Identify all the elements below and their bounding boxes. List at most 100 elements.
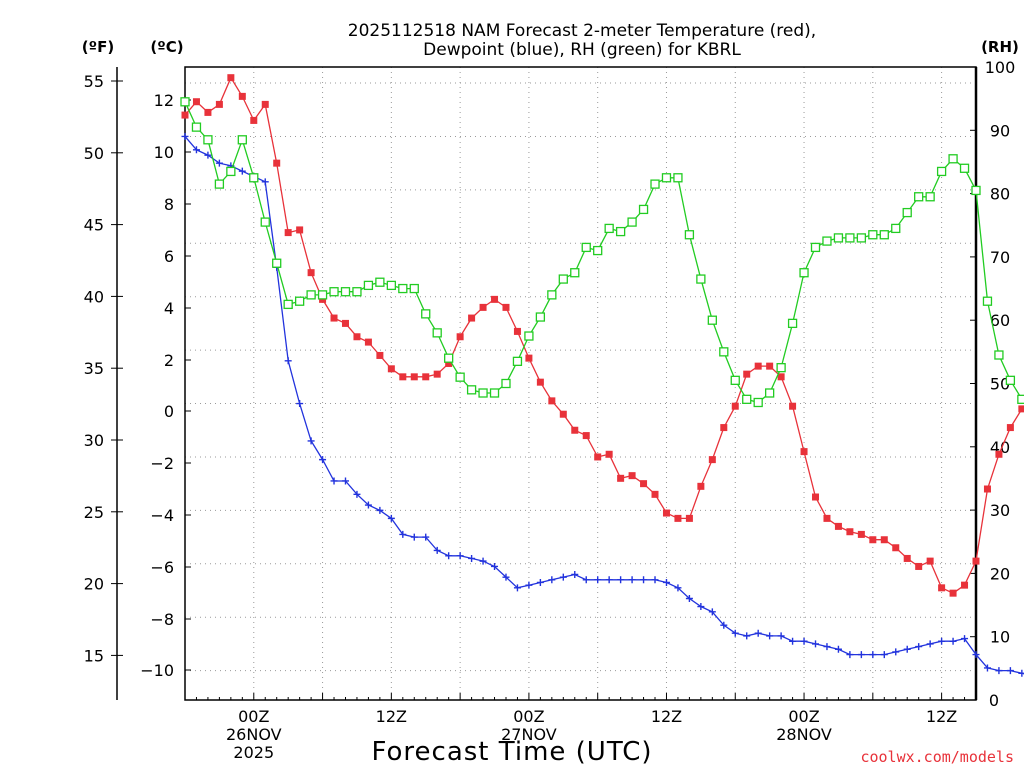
dewpoint-point — [685, 595, 693, 603]
c-tick-label: 10 — [154, 143, 191, 162]
rh-tick-label: 40 — [970, 438, 1010, 457]
rh-point — [294, 296, 305, 306]
dewpoint-point — [869, 651, 877, 659]
dewpoint-point — [857, 651, 865, 659]
credit-text: coolwx.com/models — [860, 748, 1014, 766]
temperature-point — [1018, 405, 1024, 413]
rh-tick-label: 60 — [970, 311, 1010, 330]
rh-point — [936, 166, 947, 177]
rh-point — [914, 192, 924, 202]
temperature-point — [261, 100, 269, 108]
c-tick-label: −8 — [150, 610, 191, 629]
temperature-point — [548, 397, 556, 405]
temperature-point — [995, 450, 1003, 458]
dewpoint-point — [789, 637, 797, 645]
temperature-point — [915, 562, 923, 570]
svg-text:−10: −10 — [140, 661, 174, 680]
rh-tick-label: 20 — [970, 564, 1010, 583]
rh-point — [822, 236, 832, 246]
temperature-point — [972, 557, 980, 565]
temperature-point — [754, 362, 762, 370]
temperature-point — [834, 522, 842, 530]
dewpoint-point — [651, 576, 659, 584]
dewpoint-point — [697, 603, 705, 611]
dewpoint-point — [1006, 667, 1014, 675]
temperature-point — [181, 111, 189, 119]
rh-point — [191, 122, 202, 132]
dewpoint-point — [674, 584, 682, 592]
rh-point — [547, 290, 557, 300]
rh-point — [948, 154, 958, 164]
temperature-point — [468, 314, 476, 322]
dewpoint-point — [468, 554, 476, 562]
x-tick-label: 12Z — [651, 707, 682, 726]
rh-point — [524, 331, 534, 341]
dewpoint-point — [536, 578, 544, 586]
temperature-point — [949, 589, 957, 597]
dewpoint-point — [605, 576, 613, 584]
rh-point — [317, 290, 328, 300]
dewpoint-point — [410, 533, 418, 541]
svg-text:10: 10 — [990, 628, 1010, 647]
dewpoint-point — [422, 533, 430, 541]
temperature-point — [502, 303, 510, 311]
dewpoint-point — [995, 667, 1003, 675]
temperature-point — [250, 116, 258, 124]
f-tick-label: 50 — [84, 144, 123, 163]
temperature-point — [812, 493, 820, 501]
rh-tick-label: 30 — [970, 501, 1010, 520]
rh-point — [478, 388, 488, 398]
x-tick-label: 12Z — [376, 707, 407, 726]
svg-text:0: 0 — [164, 402, 174, 421]
rh-point — [661, 173, 672, 183]
dewpoint-point — [708, 608, 716, 616]
svg-text:6: 6 — [164, 247, 174, 266]
temperature-point — [651, 490, 659, 498]
rh-point — [306, 290, 316, 300]
dewpoint-point — [387, 514, 395, 522]
svg-text:15: 15 — [84, 646, 104, 665]
dewpoint-point — [972, 651, 980, 659]
temperature-point — [628, 472, 636, 480]
temperature-point — [296, 226, 304, 234]
dewpoint-point — [628, 576, 636, 584]
x-axis-label: Forecast Time (UTC) — [371, 737, 652, 767]
celsius-axis-unit: (ºC) — [150, 38, 183, 56]
rh-tick-label: 100 — [970, 58, 1015, 77]
svg-text:50: 50 — [990, 375, 1010, 394]
series-line-dewpoint — [184, 135, 1024, 675]
x-axis: 00Z26NOV202512Z00Z27NOV12Z00Z28NOV12Z00Z… — [195, 693, 977, 762]
temperature-point — [491, 295, 499, 303]
dewpoint-point — [376, 506, 384, 514]
dewpoint-point — [284, 357, 292, 365]
temperature-point — [525, 354, 533, 362]
svg-text:60: 60 — [990, 311, 1010, 330]
temperature-point — [353, 333, 361, 341]
svg-text:−4: −4 — [150, 506, 174, 525]
temperature-point — [777, 373, 785, 381]
rh-point — [203, 135, 213, 145]
dewpoint-point — [961, 635, 969, 643]
rh-point — [421, 309, 431, 319]
temperature-point — [903, 554, 911, 562]
rh-point — [512, 356, 523, 366]
rh-tick-label: 50 — [970, 375, 1010, 394]
x-tick-label: 2025 — [233, 743, 274, 762]
rh-point — [570, 268, 580, 278]
rh-point — [249, 173, 259, 183]
rh-point — [432, 328, 442, 338]
celsius-axis: 12 10 8 6 4 2 0 −2 −4 −6 −8 −10 — [140, 91, 191, 680]
chart-title-line-1: 2025112518 NAM Forecast 2-meter Temperat… — [348, 21, 816, 41]
rh-point — [765, 388, 775, 398]
dewpoint-point — [743, 632, 751, 640]
dewpoint-point — [341, 477, 349, 485]
dewpoint-point — [617, 576, 625, 584]
svg-text:12: 12 — [154, 91, 174, 110]
svg-text:10: 10 — [154, 143, 174, 162]
rh-point — [879, 230, 889, 240]
temperature-point — [846, 528, 854, 536]
dewpoint-point — [296, 400, 304, 408]
svg-text:−2: −2 — [150, 454, 174, 473]
svg-text:30: 30 — [990, 501, 1010, 520]
